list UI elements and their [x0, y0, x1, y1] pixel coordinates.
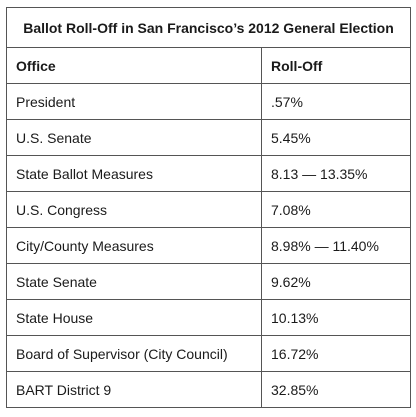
title-row: Ballot Roll-Off in San Francisco’s 2012 …: [6, 7, 411, 48]
office-cell: U.S. Congress: [6, 191, 262, 228]
rolloff-cell: 10.13%: [261, 299, 411, 336]
table-title: Ballot Roll-Off in San Francisco’s 2012 …: [6, 7, 411, 48]
table-row: State House 10.13%: [6, 299, 411, 336]
office-cell: BART District 9: [6, 371, 262, 408]
table-row: State Ballot Measures 8.13 — 13.35%: [6, 155, 411, 192]
header-row: Office Roll-Off: [6, 47, 411, 84]
rolloff-table-container: Ballot Roll-Off in San Francisco’s 2012 …: [6, 7, 411, 408]
office-cell: U.S. Senate: [6, 119, 262, 156]
table-row: City/County Measures 8.98% — 11.40%: [6, 227, 411, 264]
table-row: President .57%: [6, 83, 411, 120]
office-cell: President: [6, 83, 262, 120]
rolloff-cell: 8.13 — 13.35%: [261, 155, 411, 192]
office-cell: State House: [6, 299, 262, 336]
rolloff-cell: .57%: [261, 83, 411, 120]
office-cell: City/County Measures: [6, 227, 262, 264]
table-row: State Senate 9.62%: [6, 263, 411, 300]
table-row: BART District 9 32.85%: [6, 371, 411, 408]
table-row: U.S. Senate 5.45%: [6, 119, 411, 156]
office-cell: Board of Supervisor (City Council): [6, 335, 262, 372]
column-header-rolloff: Roll-Off: [261, 47, 411, 84]
rolloff-cell: 16.72%: [261, 335, 411, 372]
rolloff-cell: 5.45%: [261, 119, 411, 156]
rolloff-table: Ballot Roll-Off in San Francisco’s 2012 …: [6, 7, 411, 408]
rolloff-cell: 9.62%: [261, 263, 411, 300]
office-cell: State Ballot Measures: [6, 155, 262, 192]
rolloff-cell: 8.98% — 11.40%: [261, 227, 411, 264]
table-row: Board of Supervisor (City Council) 16.72…: [6, 335, 411, 372]
column-header-office: Office: [6, 47, 262, 84]
rolloff-cell: 32.85%: [261, 371, 411, 408]
table-row: U.S. Congress 7.08%: [6, 191, 411, 228]
rolloff-cell: 7.08%: [261, 191, 411, 228]
office-cell: State Senate: [6, 263, 262, 300]
